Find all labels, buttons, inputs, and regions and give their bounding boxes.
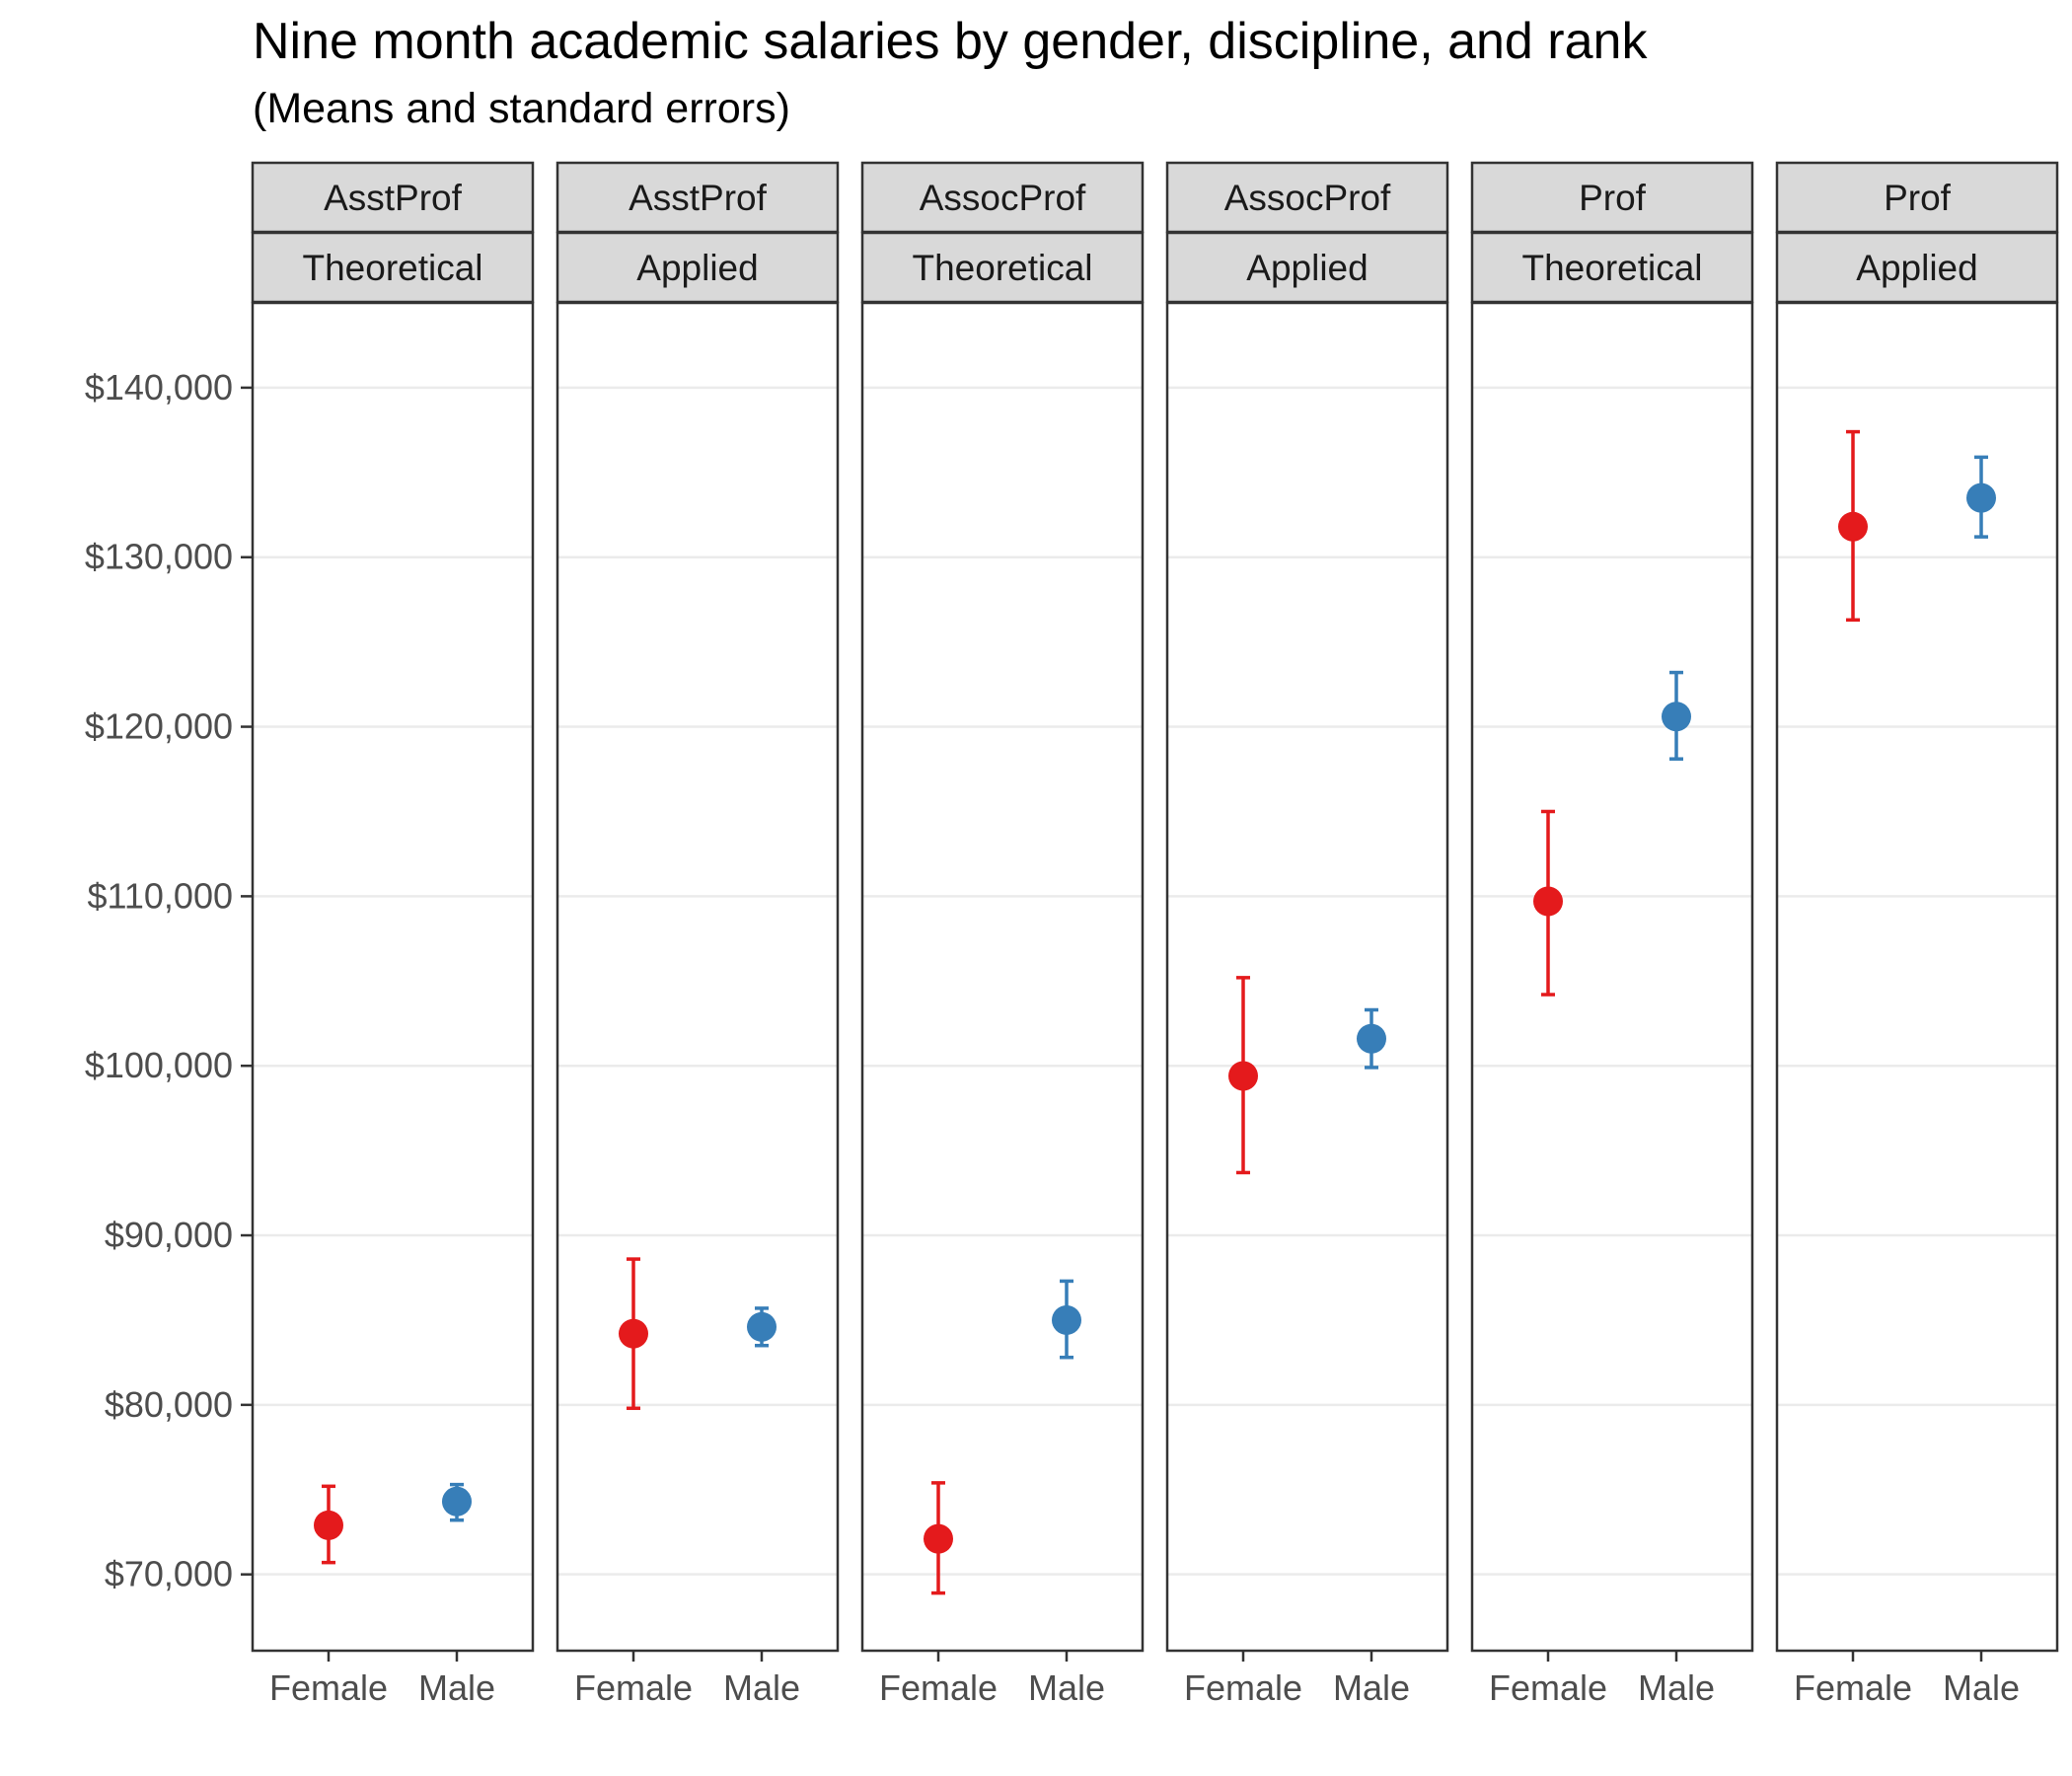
data-point-male bbox=[1662, 702, 1691, 732]
panel-background bbox=[862, 303, 1143, 1651]
strip-rank-label: AssocProf bbox=[920, 178, 1086, 218]
y-tick-label: $110,000 bbox=[88, 875, 233, 916]
y-tick-label: $90,000 bbox=[105, 1215, 233, 1255]
strip-discipline-label: Theoretical bbox=[912, 248, 1092, 288]
strip-rank-label: Prof bbox=[1884, 178, 1952, 218]
strip-rank bbox=[1165, 161, 1449, 234]
data-point-female bbox=[619, 1318, 648, 1349]
panel-background bbox=[1777, 303, 2057, 1651]
strip-rank-label: AsstProf bbox=[629, 178, 768, 218]
data-point-male bbox=[1052, 1304, 1081, 1335]
x-tick-label: Female bbox=[269, 1667, 388, 1708]
y-tick-label: $100,000 bbox=[85, 1045, 233, 1085]
strip-rank bbox=[860, 161, 1145, 234]
x-tick-label: Female bbox=[574, 1667, 693, 1708]
strip-discipline bbox=[860, 231, 1145, 304]
x-tick-label: Female bbox=[1794, 1667, 1912, 1708]
strip-rank bbox=[1470, 161, 1754, 234]
y-tick-label: $70,000 bbox=[105, 1554, 233, 1594]
x-tick-label: Male bbox=[1638, 1667, 1715, 1708]
y-tick-label: $80,000 bbox=[105, 1384, 233, 1425]
x-tick-label: Male bbox=[1028, 1667, 1105, 1708]
y-tick-label: $130,000 bbox=[85, 537, 233, 577]
panel-border bbox=[1470, 301, 1754, 1653]
x-tick-label: Male bbox=[1333, 1667, 1410, 1708]
data-point-female bbox=[1228, 1061, 1258, 1091]
strip-rank-label: Prof bbox=[1579, 178, 1647, 218]
panel-border bbox=[555, 301, 840, 1653]
chart-title: Nine month academic salaries by gender, … bbox=[253, 13, 1648, 70]
strip-discipline bbox=[1775, 231, 2059, 304]
x-tick-label: Female bbox=[879, 1667, 998, 1708]
panel-border bbox=[1165, 301, 1449, 1653]
y-tick-label: $140,000 bbox=[85, 367, 233, 407]
x-tick-label: Female bbox=[1489, 1667, 1607, 1708]
panel-background bbox=[253, 303, 533, 1651]
panel-background bbox=[1167, 303, 1447, 1651]
data-point-female bbox=[1533, 886, 1563, 917]
strip-discipline-label: Applied bbox=[636, 248, 758, 288]
data-point-male bbox=[747, 1311, 777, 1342]
x-tick-label: Female bbox=[1184, 1667, 1302, 1708]
data-point-male bbox=[442, 1486, 472, 1517]
strip-discipline-label: Applied bbox=[1246, 248, 1368, 288]
strip-rank-label: AssocProf bbox=[1224, 178, 1391, 218]
data-point-male bbox=[1966, 482, 1996, 513]
chart-subtitle: (Means and standard errors) bbox=[253, 85, 790, 132]
strip-rank-label: AsstProf bbox=[324, 178, 463, 218]
panel-background bbox=[557, 303, 838, 1651]
strip-discipline-label: Applied bbox=[1856, 248, 1977, 288]
data-point-female bbox=[1838, 511, 1868, 542]
panel-border bbox=[860, 301, 1145, 1653]
strip-discipline-label: Theoretical bbox=[302, 248, 482, 288]
x-tick-label: Male bbox=[723, 1667, 800, 1708]
panel-background bbox=[1472, 303, 1752, 1651]
x-tick-label: Male bbox=[1943, 1667, 2020, 1708]
data-point-male bbox=[1357, 1023, 1386, 1054]
strip-discipline bbox=[555, 231, 840, 304]
data-point-female bbox=[924, 1523, 953, 1554]
strip-rank bbox=[1775, 161, 2059, 234]
strip-discipline bbox=[1470, 231, 1754, 304]
data-point-female bbox=[314, 1510, 343, 1540]
strip-discipline-label: Theoretical bbox=[1521, 248, 1702, 288]
x-tick-label: Male bbox=[418, 1667, 495, 1708]
panel-border bbox=[251, 301, 535, 1653]
panel-border bbox=[1775, 301, 2059, 1653]
y-tick-label: $120,000 bbox=[85, 706, 233, 747]
